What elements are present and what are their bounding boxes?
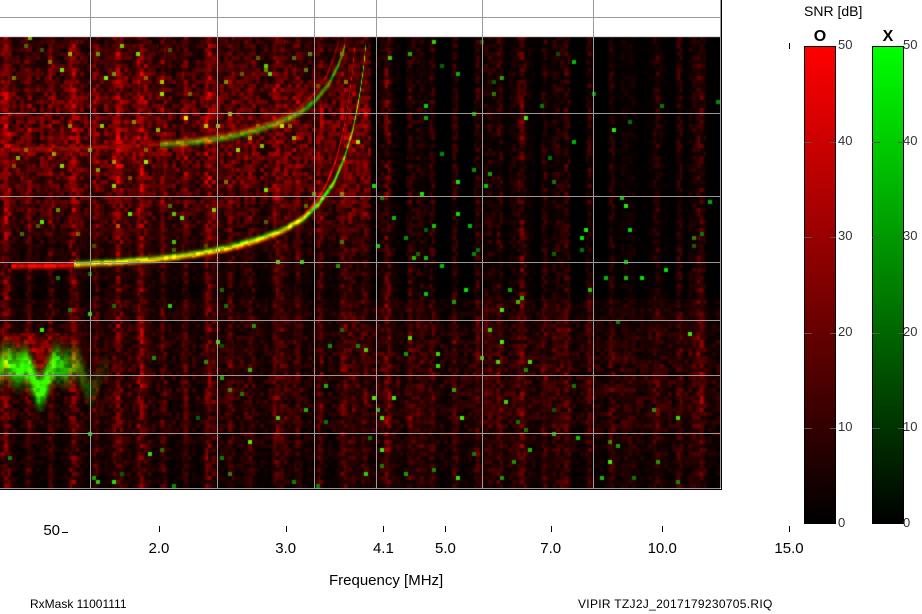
x-mode-colorbar-tick-dash [872,237,880,239]
x-mode-colorbar-tick-dash [872,141,880,143]
x-mode-colorbar-tick-label: 10 [903,419,918,435]
x-tick-mark [662,526,664,532]
x-tick-label: 4.1 [372,540,394,557]
source-file-footer: VIPIR TZJ2J_2017179230705.RIQ [578,597,773,611]
x-mode-colorbar-tick-dash [898,237,904,239]
o-mode-colorbar-tick-dash [830,332,836,334]
o-mode-colorbar-tick-label: 0 [838,515,846,530]
o-mode-colorbar-tick-dash [830,428,836,430]
x-tick-label: 7.0 [540,540,562,557]
ionogram-heatmap [0,0,720,488]
x-mode-colorbar-tick-label: 40 [903,132,918,148]
gridline-vertical [482,0,483,488]
o-mode-colorbar-tick-label: 40 [838,132,853,148]
x-tick-label: 5.0 [435,540,456,557]
x-tick-label: 10.0 [647,540,677,557]
x-tick-mark-top [789,43,790,49]
gridline-vertical [720,0,721,488]
gridline-horizontal [0,320,720,321]
x-axis-title: Frequency [MHz] [329,572,444,589]
x-tick-mark [383,526,385,532]
x-tick-mark-top [445,43,447,49]
o-mode-colorbar-tick-dash [804,141,812,143]
x-tick-mark-top [285,43,287,49]
gridline-vertical [376,0,377,488]
y-tick-label: 50 [43,522,60,539]
o-mode-colorbar[interactable] [804,46,836,524]
y-tick-mark [62,532,68,533]
x-tick-label: 15.0 [774,540,804,557]
rxmask-footer: RxMask 11001111 [30,597,127,611]
o-mode-colorbar-tick-label: 50 [838,37,853,52]
x-tick-mark-top [550,43,552,49]
o-mode-colorbar-tick-dash [804,237,812,239]
x-tick-mark [789,526,790,532]
x-tick-label: 3.0 [275,540,297,557]
x-tick-mark-top [383,43,385,49]
o-mode-colorbar-tick-dash [804,428,812,430]
o-mode-colorbar-tick-label: 30 [838,228,853,244]
o-mode-colorbar-gradient [804,46,836,524]
gridline-horizontal [0,196,720,197]
o-mode-colorbar-tick-dash [830,237,836,239]
ionogram-canvas-wrap [0,0,721,489]
x-tick-mark [445,526,447,532]
o-mode-label: O [813,28,827,45]
x-mode-label: X [882,28,894,45]
gridline-vertical [314,0,315,488]
gridline-horizontal [0,262,720,263]
gridline-horizontal [0,433,720,434]
x-tick-mark-top [158,43,160,49]
x-mode-colorbar-tick-dash [872,332,880,334]
gridline-vertical [593,0,594,488]
x-mode-colorbar-tick-dash [898,428,904,430]
x-mode-colorbar-tick-dash [898,141,904,143]
gridline-horizontal [0,113,720,114]
x-mode-colorbar-tick-label: 0 [903,515,911,530]
x-mode-colorbar-tick-label: 30 [903,228,918,244]
x-mode-colorbar-tick-label: 20 [903,323,918,339]
x-mode-colorbar-tick-dash [872,428,880,430]
o-mode-colorbar-tick-dash [804,332,812,334]
gridline-vertical [90,0,91,488]
x-mode-colorbar-gradient [872,46,904,524]
x-tick-label: 2.0 [148,540,170,557]
x-tick-mark [550,526,552,532]
ionogram-plot[interactable] [0,0,722,490]
o-mode-colorbar-tick-label: 20 [838,323,853,339]
gridline-horizontal [0,488,720,489]
gridline-horizontal [0,17,720,18]
o-mode-colorbar-tick-dash [830,141,836,143]
x-tick-mark [285,526,287,532]
gridline-horizontal [0,375,720,376]
o-mode-colorbar-tick-label: 10 [838,419,853,435]
x-tick-mark [158,526,160,532]
gridline-vertical [217,0,218,488]
x-mode-colorbar-tick-dash [898,332,904,334]
x-mode-colorbar-tick-label: 50 [903,37,918,52]
x-tick-mark-top [662,43,664,49]
x-mode-colorbar[interactable] [872,46,904,524]
colorbar-title: SNR [dB] [804,3,863,19]
